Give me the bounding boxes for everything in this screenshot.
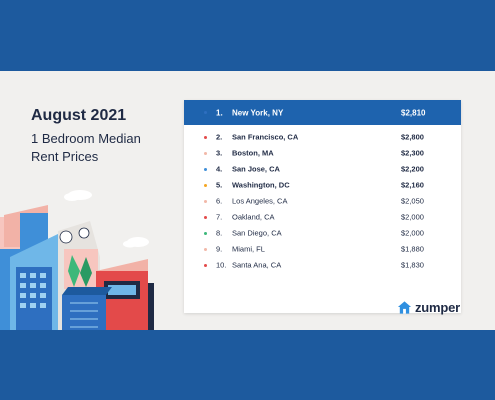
- rank-row-1: 1. New York, NY $2,810: [184, 100, 461, 125]
- row-bullet: [204, 183, 207, 187]
- row-bullet: [204, 247, 207, 251]
- rank-row-6: 6. Los Angeles, CA $2,050: [184, 193, 461, 209]
- city-name: San Diego, CA: [232, 228, 282, 238]
- city-name: Los Angeles, CA: [232, 196, 288, 206]
- row-bullet: [204, 231, 207, 235]
- logo-text: zumper: [415, 299, 461, 315]
- city-name: Washington, DC: [232, 180, 290, 190]
- rank-row-3: 3. Boston, MA $2,300: [184, 145, 461, 161]
- city-name: Santa Ana, CA: [232, 260, 282, 270]
- rank-number: 5.: [216, 180, 223, 190]
- zumper-logo[interactable]: zumper: [397, 297, 460, 317]
- rank-row-2: 2. San Francisco, CA $2,800: [184, 129, 461, 145]
- rank-number: 8.: [216, 228, 223, 238]
- rank-number: 3.: [216, 148, 223, 158]
- median-rent: $2,300: [401, 148, 424, 158]
- rank-number: 6.: [216, 196, 223, 206]
- house-icon: [397, 300, 412, 314]
- rank-row-8: 8. San Diego, CA $2,000: [184, 225, 461, 241]
- rank-number: 9.: [216, 244, 223, 254]
- rank-row-5: 5. Washington, DC $2,160: [184, 177, 461, 193]
- city-name: San Francisco, CA: [232, 132, 299, 142]
- city-name: Miami, FL: [232, 244, 265, 254]
- row-bullet: [204, 199, 207, 203]
- median-rent: $1,830: [401, 260, 424, 270]
- rank-number: 1.: [216, 108, 223, 117]
- rankings-table: 1. New York, NY $2,810 2. San Francisco,…: [184, 100, 461, 313]
- rank-row-10: 10. Santa Ana, CA $1,830: [184, 257, 461, 273]
- median-rent: $2,050: [401, 196, 424, 206]
- rent-card: August 2021 1 Bedroom Median Rent Prices…: [0, 71, 495, 330]
- row-bullet: [204, 151, 207, 155]
- median-rent: $2,160: [401, 180, 424, 190]
- row-bullet: [204, 263, 207, 267]
- rank-row-7: 7. Oakland, CA $2,000: [184, 209, 461, 225]
- rank-row-9: 9. Miami, FL $1,880: [184, 241, 461, 257]
- row-bullet: [204, 167, 207, 171]
- median-rent: $2,000: [401, 228, 424, 238]
- city-name: Boston, MA: [232, 148, 274, 158]
- subheading: 1 Bedroom Median Rent Prices: [31, 131, 141, 164]
- row-bullet: [204, 135, 207, 139]
- row-bullet: [204, 111, 207, 114]
- city-name: New York, NY: [232, 108, 284, 117]
- median-rent: $2,810: [401, 108, 426, 117]
- median-rent: $2,200: [401, 164, 424, 174]
- row-bullet: [204, 215, 207, 219]
- heading: August 2021: [31, 107, 127, 124]
- rank-row-4: 4. San Jose, CA $2,200: [184, 161, 461, 177]
- median-rent: $2,800: [401, 132, 424, 142]
- median-rent: $2,000: [401, 212, 424, 222]
- rank-number: 7.: [216, 212, 223, 222]
- city-buildings-illustration: [0, 190, 154, 330]
- rank-number: 4.: [216, 164, 223, 174]
- city-name: San Jose, CA: [232, 164, 280, 174]
- city-name: Oakland, CA: [232, 212, 275, 222]
- median-rent: $1,880: [401, 244, 424, 254]
- rank-number: 10.: [216, 260, 227, 270]
- rank-number: 2.: [216, 132, 223, 142]
